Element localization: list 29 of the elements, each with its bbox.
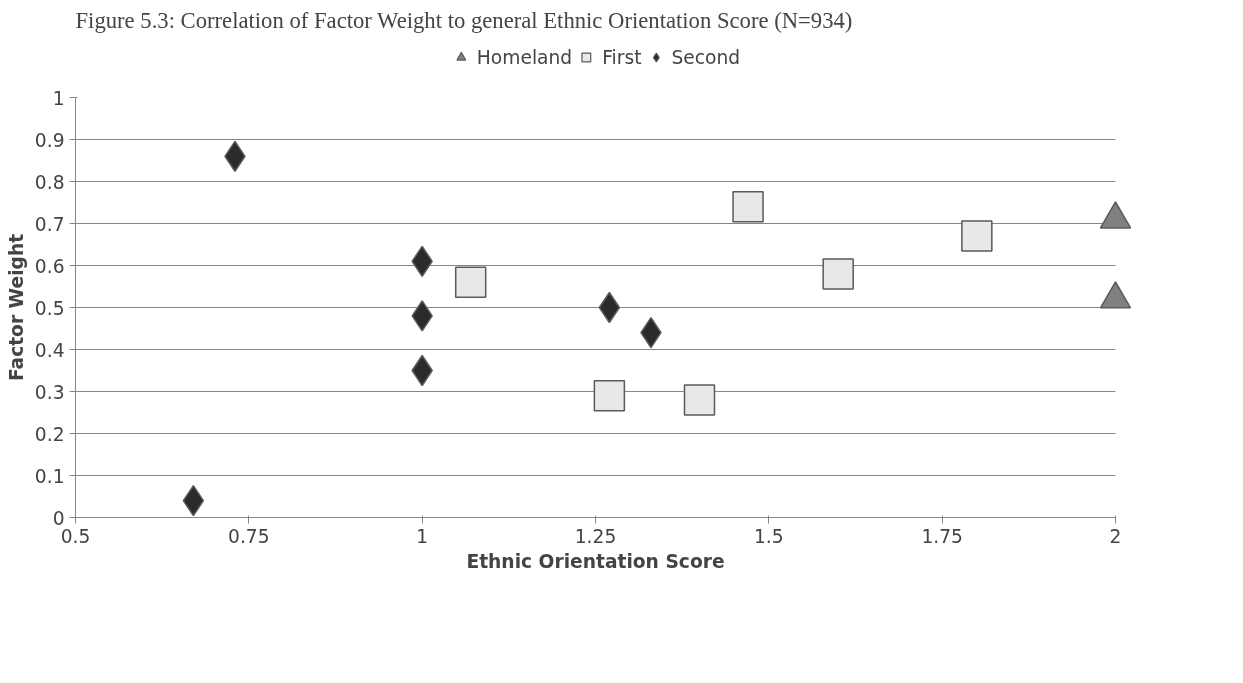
y-tick-label: 0.2: [34, 423, 65, 445]
point: [593, 379, 626, 412]
x-tick-label: 0.75: [228, 525, 270, 547]
y-axis-title: Factor Weight: [5, 233, 27, 382]
legend-label: Homeland: [476, 46, 573, 68]
y-tick-label: 0.6: [34, 255, 65, 277]
x-tick-label: 1: [416, 525, 429, 547]
y-tick-label: 0.1: [34, 465, 65, 487]
point: [454, 266, 487, 299]
x-tick-label: 2: [1109, 525, 1122, 547]
x-tick-label: 1.5: [754, 525, 784, 547]
y-tick-label: 0: [52, 507, 65, 529]
chart-title: Figure 5.3: Correlation of Factor Weight to general Ethnic Orientation Score (N=934): [75, 7, 853, 33]
point: [822, 258, 854, 290]
y-tick-label: 0.4: [34, 339, 65, 361]
y-tick-label: 0.7: [34, 213, 65, 235]
y-tick-label: 0.8: [34, 171, 65, 193]
y-tick-label: 1: [52, 87, 65, 109]
x-tick-label: 1.25: [574, 525, 617, 547]
x-tick-label: 1.75: [921, 525, 963, 547]
y-tick-label: 0.9: [34, 129, 65, 151]
point: [683, 384, 716, 416]
x-axis-title: Ethnic Orientation Score: [466, 550, 725, 572]
y-tick-label: 0.3: [34, 381, 65, 403]
legend-label: Second: [671, 46, 741, 68]
point: [961, 220, 993, 252]
y-tick-label: 0.5: [34, 297, 65, 319]
point: [732, 190, 764, 223]
legend-label: First: [602, 46, 642, 68]
